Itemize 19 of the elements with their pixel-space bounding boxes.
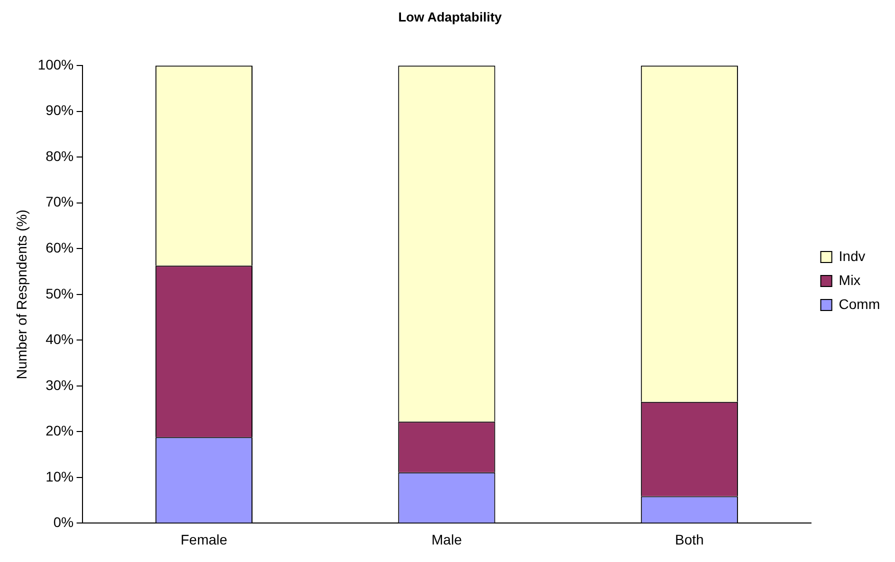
x-tick-label: Male — [432, 531, 462, 548]
y-tick-label: 70% — [46, 194, 74, 210]
x-tick-label: Both — [675, 531, 704, 548]
x-tick-label: Female — [180, 531, 228, 548]
y-tick-label: 90% — [46, 102, 74, 118]
chart-title: Low Adaptability — [398, 9, 503, 24]
y-tick-label: 40% — [46, 331, 74, 348]
y-tick-label: 10% — [46, 468, 74, 484]
y-tick-label: 20% — [46, 422, 74, 439]
legend-label: Comm — [838, 296, 880, 312]
legend-label: Mix — [838, 272, 861, 288]
y-tick-label: 80% — [46, 148, 74, 164]
y-tick-label: 30% — [46, 376, 74, 393]
legend-label: Indv — [838, 248, 866, 264]
y-tick-label: 50% — [46, 285, 74, 302]
y-axis-title: Number of Respndents (%) — [13, 210, 30, 380]
y-tick-label: 60% — [46, 240, 74, 256]
y-tick-label: 100% — [38, 56, 74, 72]
y-tick-label: 0% — [53, 514, 74, 530]
